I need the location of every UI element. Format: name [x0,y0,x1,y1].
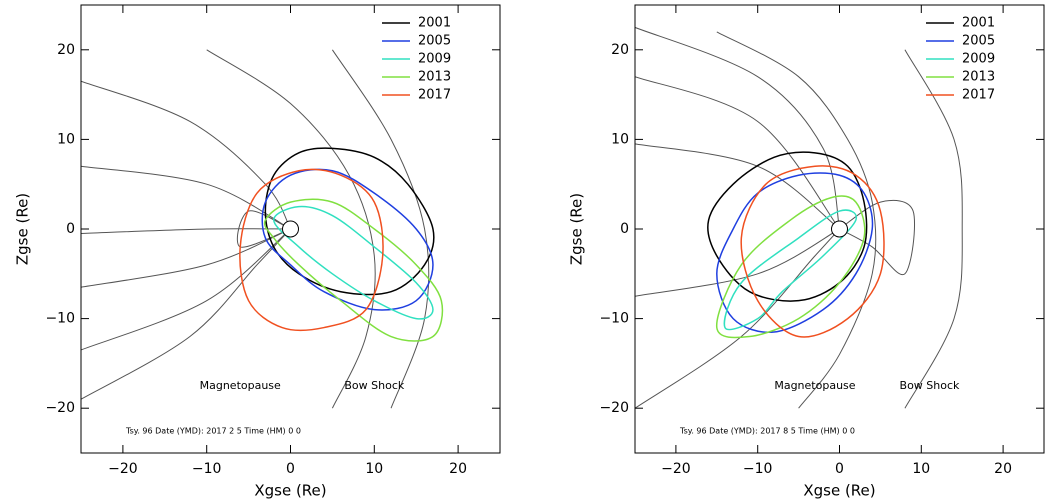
orbit [272,205,434,320]
legend-label: 2009 [962,52,995,67]
x-axis-title: Xgse (Re) [254,482,326,500]
y-tick-label: 0 [66,221,75,237]
orbit [716,195,866,339]
field-line [81,80,291,230]
legend-label: 2001 [418,16,451,31]
orbit [263,198,444,342]
annotation: Tsy. 96 Date (YMD): 2017 8 5 Time (HM) 0… [679,427,855,436]
field-line [81,228,291,234]
x-tick-label: 10 [912,461,930,477]
y-tick-label: 10 [611,131,629,147]
legend-label: 2017 [962,88,995,103]
legend-label: 2017 [418,88,451,103]
orbit [716,172,874,334]
orbit [239,168,384,332]
y-axis-title: Zgse (Re) [568,193,586,265]
legend-label: 2005 [418,34,451,49]
y-tick-label: 20 [611,42,629,58]
legend-label: 2009 [418,52,451,67]
x-tick-label: −20 [108,461,138,477]
x-tick-label: 0 [286,461,295,477]
legend-label: 2013 [962,70,995,85]
x-tick-label: −10 [192,461,222,477]
field-line [236,210,291,248]
boundary-label: Bow Shock [344,379,405,392]
field-line [81,228,291,351]
y-axis-title: Zgse (Re) [14,193,32,265]
field-line [635,228,840,297]
orbit [264,147,435,296]
x-axis-title: Xgse (Re) [803,482,875,500]
orbit [261,168,434,311]
field-line [635,26,840,230]
plot-area [81,49,444,409]
y-tick-label: −20 [599,400,629,416]
y-tick-label: −10 [45,311,75,327]
x-tick-label: 0 [835,461,844,477]
x-tick-label: 20 [449,461,467,477]
x-tick-label: −20 [661,461,691,477]
boundary-label: Bow Shock [900,379,961,392]
y-tick-label: 10 [57,131,75,147]
boundary-label: Magnetopause [774,379,855,392]
annotation: Tsy. 96 Date (YMD): 2017 2 5 Time (HM) 0… [125,427,301,436]
field-line [635,143,840,230]
plot-area [635,26,963,409]
earth [282,220,299,238]
x-tick-label: 10 [365,461,383,477]
y-tick-label: −10 [599,311,629,327]
field-line [635,76,840,230]
earth [831,220,848,238]
y-tick-label: 20 [57,42,75,58]
boundary-label: Magnetopause [200,379,281,392]
legend-label: 2001 [962,16,995,31]
orbit [740,165,885,338]
legend-label: 2005 [962,34,995,49]
field-line [81,165,291,230]
x-tick-label: −10 [743,461,773,477]
field-line [81,228,291,288]
orbit [723,209,858,331]
boundary [716,31,877,409]
y-tick-label: 0 [620,221,629,237]
boundary [331,49,430,409]
y-tick-label: −20 [45,400,75,416]
field-line [635,228,840,409]
boundary [904,49,963,409]
orbit [707,151,868,302]
x-tick-label: 20 [994,461,1012,477]
legend-label: 2013 [418,70,451,85]
boundary [206,49,376,409]
